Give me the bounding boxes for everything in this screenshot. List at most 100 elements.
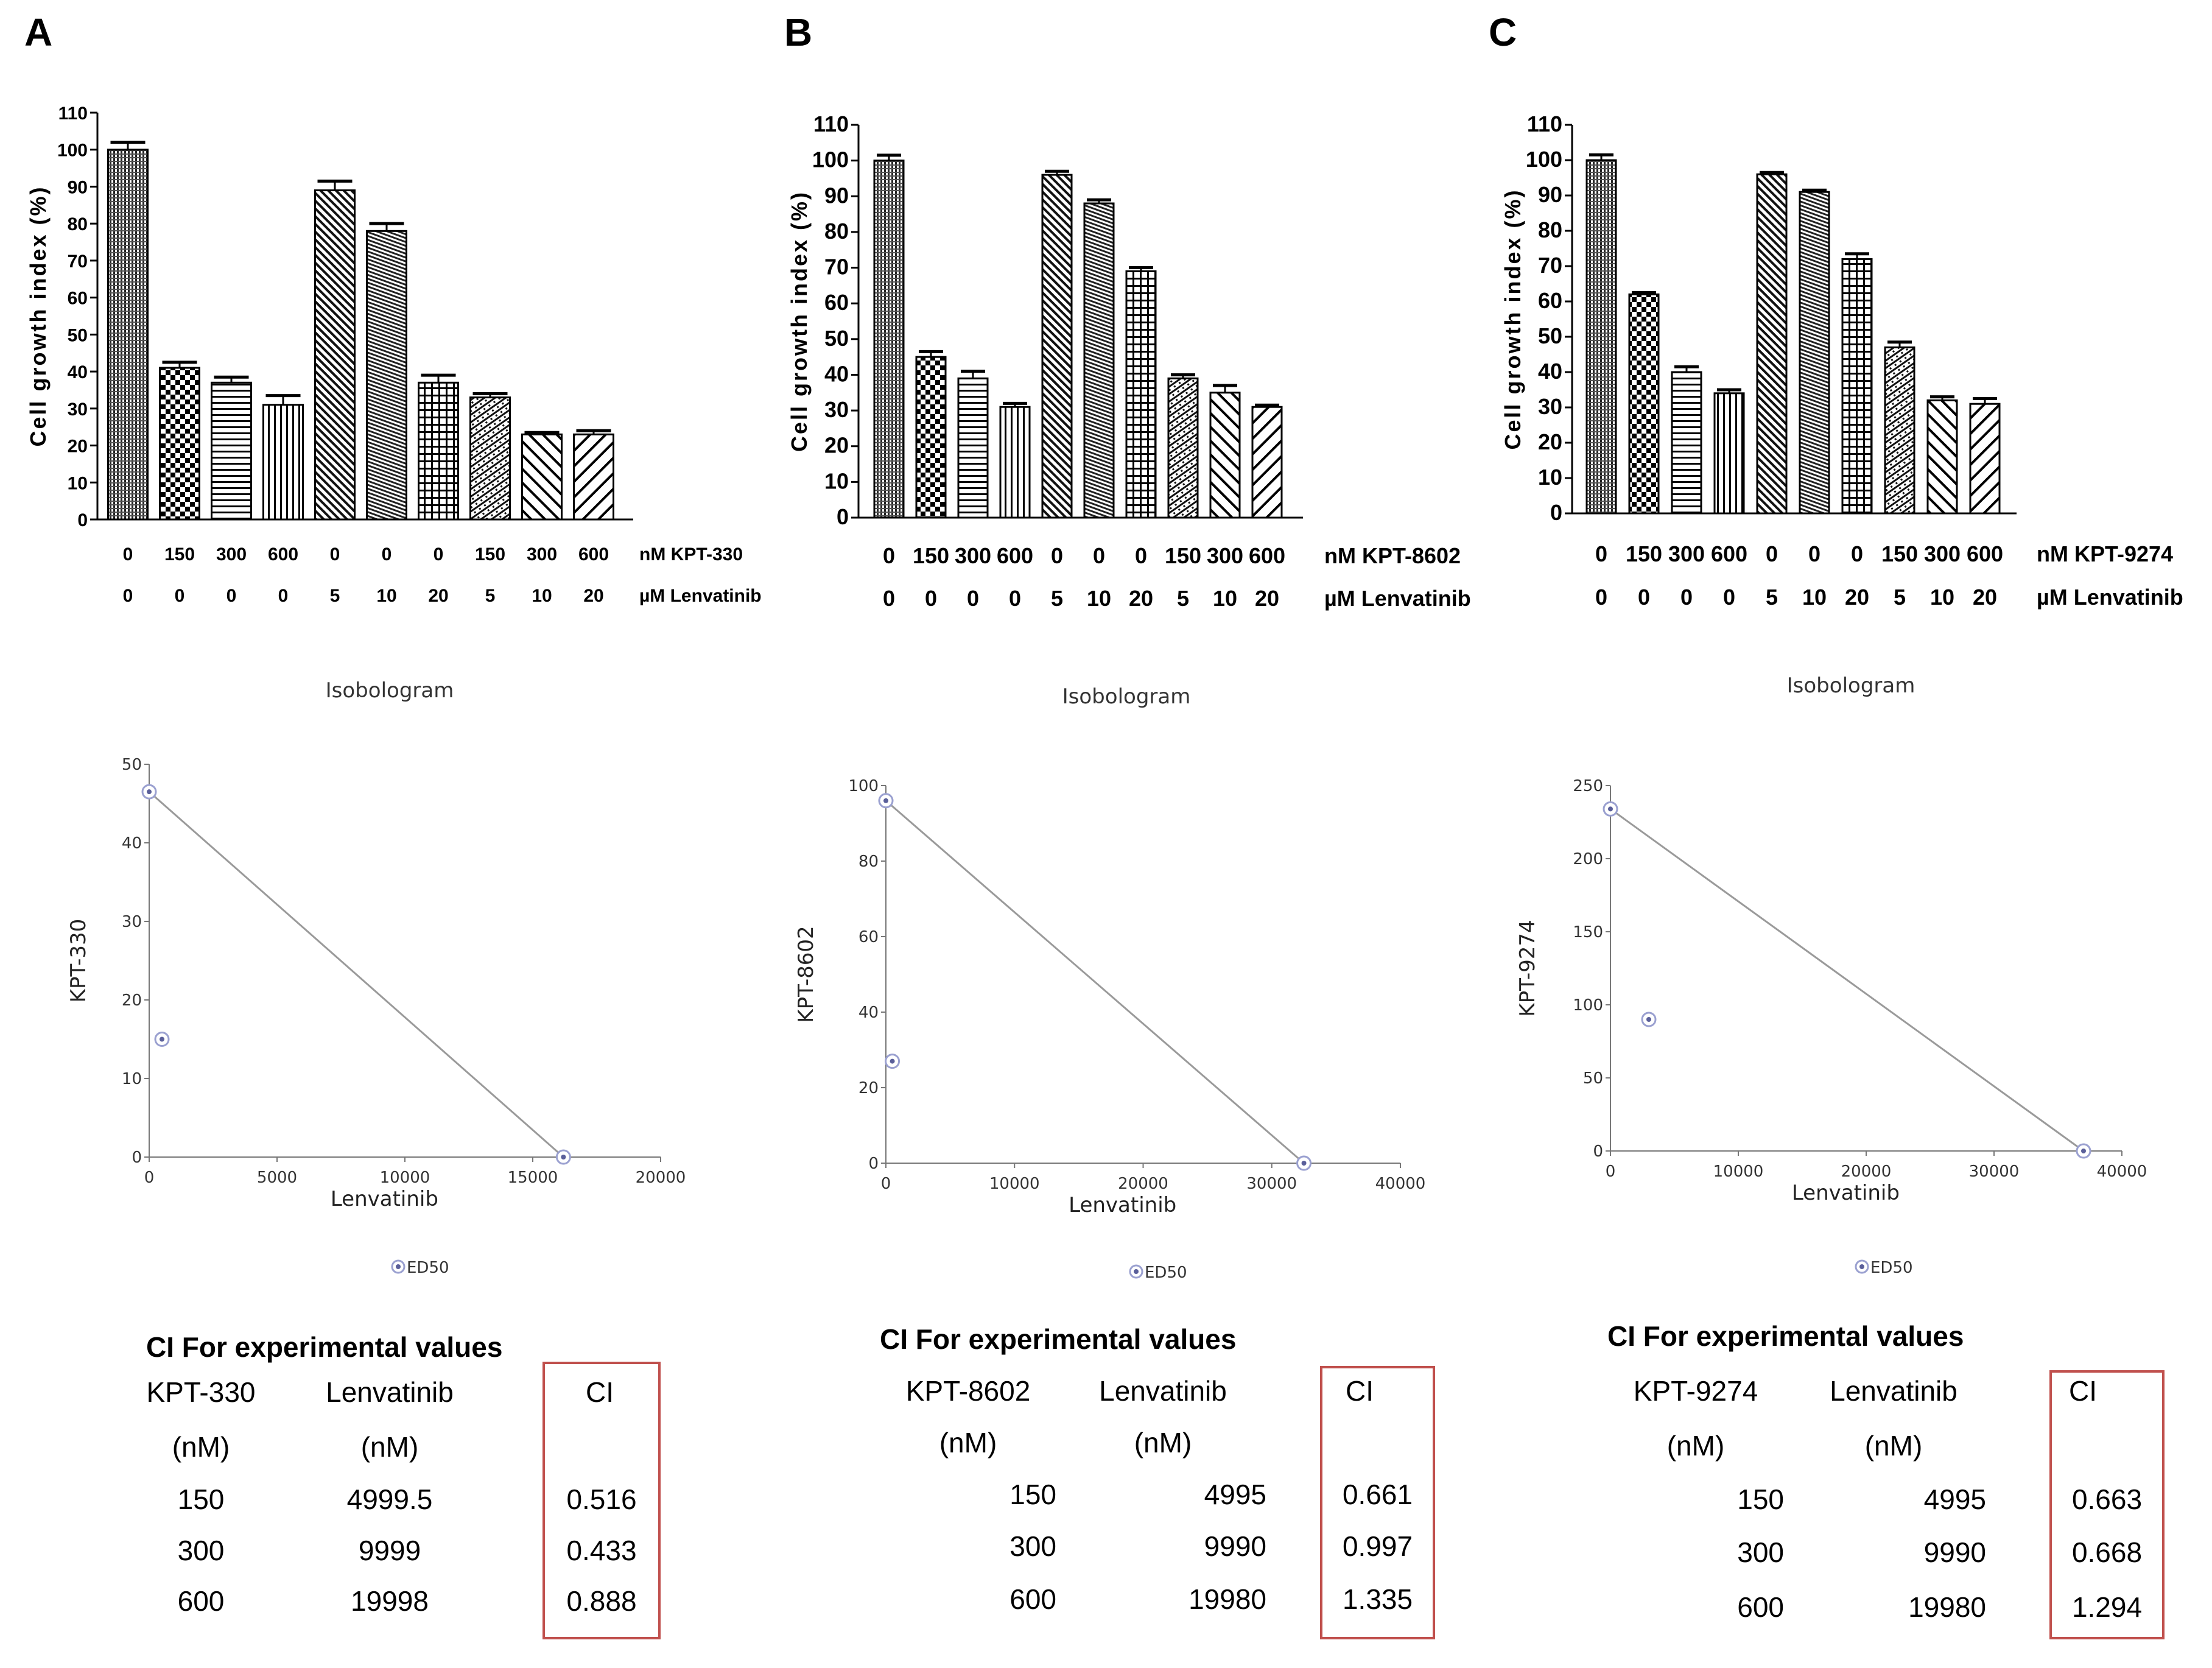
bar <box>1841 258 1873 515</box>
x-tick-label-row2: 5 <box>330 586 340 606</box>
x-tick-label-row1: 150 <box>475 544 505 565</box>
x-tick-label-row1: 0 <box>1851 541 1863 566</box>
bar <box>521 433 563 521</box>
iso-y-tick-label: 0 <box>868 1155 879 1173</box>
iso-y-tick-label: 40 <box>122 834 142 853</box>
ed50-point-center <box>2081 1149 2086 1153</box>
y-axis-label: Cell growth index (%) <box>26 185 51 446</box>
ci-header: KPT-8602 <box>906 1375 1031 1407</box>
ci-units: (nM) <box>1865 1430 1923 1462</box>
x-tick-label-row2: 10 <box>1802 585 1827 610</box>
panel-letter: C <box>1489 10 1517 54</box>
additivity-line <box>885 800 1305 1164</box>
bar <box>1884 346 1915 515</box>
iso-y-tick-label: 0 <box>132 1149 142 1167</box>
iso-y-tick-label: 200 <box>1573 850 1603 868</box>
ci-header: Lenvatinib <box>1099 1375 1227 1407</box>
bar <box>1167 377 1199 519</box>
ci-units: (nM) <box>939 1427 997 1459</box>
y-tick-label: 60 <box>68 289 88 309</box>
isobologram-title: Isobologram <box>1062 684 1191 709</box>
y-tick-label: 70 <box>1538 253 1562 278</box>
ci-cell: 300 <box>178 1535 225 1566</box>
x-tick-label-row1: 300 <box>1207 543 1243 568</box>
ed50-point-center <box>883 798 888 803</box>
ci-cell: 300 <box>1009 1530 1056 1562</box>
ci-highlight-box <box>2049 1370 2165 1639</box>
bar <box>1756 173 1788 515</box>
ci-table-title: CI For experimental values <box>880 1323 1236 1355</box>
iso-x-tick-label: 40000 <box>1375 1175 1426 1193</box>
bar <box>873 160 905 519</box>
row1-label: nM KPT-9274 <box>2037 541 2173 566</box>
x-tick-label-row1: 150 <box>1626 541 1662 566</box>
ci-header: CI <box>2069 1375 2097 1407</box>
bar <box>1585 159 1617 515</box>
bar <box>418 381 459 521</box>
x-tick-label-row1: 600 <box>1967 541 2003 566</box>
iso-y-tick-label: 20 <box>122 991 142 1010</box>
ci-cell: 0.433 <box>566 1535 636 1566</box>
iso-y-tick-label: 10 <box>122 1070 142 1088</box>
panel-letter: A <box>24 10 52 54</box>
ci-cell: 19998 <box>351 1585 429 1617</box>
iso-x-tick-label: 40000 <box>2097 1163 2147 1181</box>
x-tick-label-row2: 10 <box>532 586 552 606</box>
ci-cell: 150 <box>1737 1483 1784 1515</box>
y-tick-label: 30 <box>1538 394 1562 419</box>
ci-cell: 0.516 <box>566 1483 636 1515</box>
x-tick-label-row1: 0 <box>382 544 392 565</box>
ci-cell: 4995 <box>1204 1479 1266 1510</box>
y-tick-label: 40 <box>68 362 88 382</box>
ci-table: CI For experimental values KPT-9274 Lenvat… <box>1607 1320 2165 1639</box>
ci-header: Lenvatinib <box>1830 1375 1957 1407</box>
x-tick-label-row2: 20 <box>583 586 603 606</box>
x-tick-label-row2: 5 <box>1177 586 1189 611</box>
x-tick-label-row1: 0 <box>1051 543 1063 568</box>
y-tick-label: 90 <box>824 183 849 208</box>
iso-y-tick-label: 0 <box>1593 1142 1603 1161</box>
x-tick-label-row1: 300 <box>1924 541 1961 566</box>
ci-cell: 0.888 <box>566 1585 636 1617</box>
iso-y-tick-label: 80 <box>858 853 879 871</box>
ed50-point-center <box>160 1036 164 1042</box>
bar <box>1671 371 1702 515</box>
bar <box>573 433 614 521</box>
y-tick-label: 100 <box>812 147 849 172</box>
y-tick-label: 20 <box>68 437 88 457</box>
x-tick-label-row1: 0 <box>330 544 340 565</box>
ci-cell: 600 <box>1737 1591 1784 1623</box>
y-tick-label: 70 <box>68 252 88 272</box>
iso-x-tick-label: 0 <box>144 1169 155 1187</box>
row2-label: µM Lenvatinib <box>639 586 762 606</box>
x-tick-label-row1: 300 <box>527 544 557 565</box>
iso-x-tick-label: 0 <box>1606 1163 1616 1181</box>
y-tick-label: 0 <box>77 510 88 530</box>
iso-x-tick-label: 10000 <box>989 1175 1040 1193</box>
x-tick-label-row2: 10 <box>1087 586 1111 611</box>
ci-cell: 150 <box>1009 1479 1056 1510</box>
iso-x-tick-label: 30000 <box>1969 1163 2020 1181</box>
x-tick-label-row2: 0 <box>175 586 185 606</box>
legend-label: ED50 <box>1145 1264 1187 1282</box>
x-tick-label-row2: 10 <box>1213 586 1237 611</box>
ci-units: (nM) <box>172 1431 230 1463</box>
x-tick-label-row2: 0 <box>226 586 237 606</box>
ci-cell: 0.997 <box>1343 1530 1413 1562</box>
legend-marker-center <box>396 1264 401 1269</box>
x-tick-label-row1: 300 <box>1668 541 1705 566</box>
x-tick-label-row2: 0 <box>1723 585 1735 610</box>
y-tick-label: 10 <box>824 468 849 493</box>
ci-highlight-box <box>542 1362 661 1639</box>
ci-table: CI For experimental values KPT-8602 Lenvat… <box>880 1323 1435 1639</box>
bar <box>469 396 511 521</box>
iso-x-tick-label: 20000 <box>1841 1163 1892 1181</box>
row2-label: µM Lenvatinib <box>1324 586 1471 611</box>
legend-label: ED50 <box>407 1259 449 1277</box>
y-tick-label: 110 <box>1527 111 1562 136</box>
